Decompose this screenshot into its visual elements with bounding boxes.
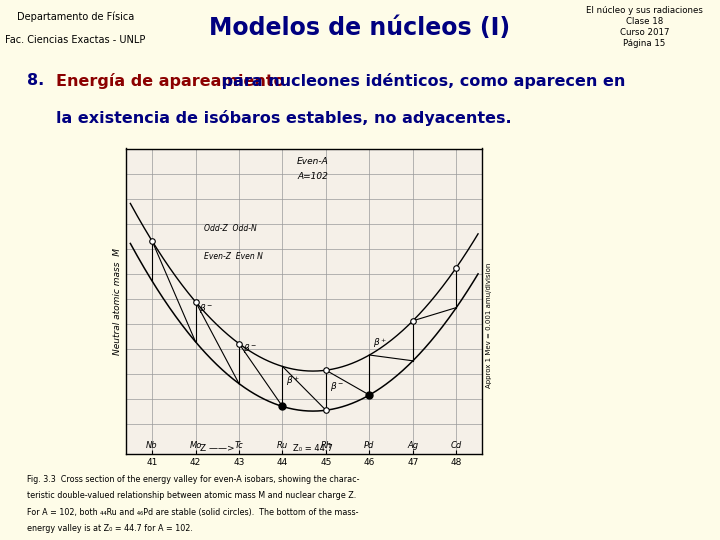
Text: Approx 1 Mev = 0.001 amu/division: Approx 1 Mev = 0.001 amu/division (486, 263, 492, 388)
Text: El núcleo y sus radiaciones: El núcleo y sus radiaciones (586, 5, 703, 15)
Text: Ag: Ag (408, 441, 418, 450)
Text: teristic double-valued relationship between atomic mass M and nuclear charge Z.: teristic double-valued relationship betw… (27, 491, 356, 500)
Y-axis label: Neutral atomic mass  M: Neutral atomic mass M (113, 247, 122, 355)
Text: Even-A: Even-A (297, 157, 329, 165)
Text: $\beta^+$: $\beta^+$ (286, 374, 300, 388)
Text: Mo: Mo (189, 441, 202, 450)
Text: Tc: Tc (235, 441, 243, 450)
Text: $\beta^+$: $\beta^+$ (373, 337, 387, 350)
Text: Departamento de Física: Departamento de Física (17, 11, 134, 22)
Text: Z ——>: Z ——> (200, 444, 235, 453)
Text: $\beta^-$: $\beta^-$ (199, 302, 214, 315)
Text: Fac. Ciencias Exactas - UNLP: Fac. Ciencias Exactas - UNLP (6, 35, 145, 45)
Text: Z₀ = 44.7: Z₀ = 44.7 (293, 444, 333, 453)
Text: $\beta^-$: $\beta^-$ (330, 380, 344, 393)
Text: Clase 18: Clase 18 (626, 17, 663, 25)
Text: 8.: 8. (27, 72, 45, 87)
Text: Modelos de núcleos (I): Modelos de núcleos (I) (210, 16, 510, 40)
Text: Curso 2017: Curso 2017 (620, 28, 669, 37)
Text: Odd-Z  Odd-N: Odd-Z Odd-N (204, 224, 257, 233)
Text: para nucleones idénticos, como aparecen en: para nucleones idénticos, como aparecen … (216, 72, 626, 89)
Text: Ru: Ru (277, 441, 288, 450)
Text: $\beta^-$: $\beta^-$ (243, 342, 257, 355)
Text: Even-Z  Even N: Even-Z Even N (204, 252, 263, 260)
Text: Rh: Rh (320, 441, 331, 450)
Text: la existencia de isóbaros estables, no adyacentes.: la existencia de isóbaros estables, no a… (56, 110, 512, 126)
Text: A=102: A=102 (297, 172, 328, 180)
Text: Fig. 3.3  Cross section of the energy valley for even-A isobars, showing the cha: Fig. 3.3 Cross section of the energy val… (27, 475, 360, 484)
Text: energy valley is at Z₀ = 44.7 for A = 102.: energy valley is at Z₀ = 44.7 for A = 10… (27, 524, 193, 533)
Text: Energía de apareamiento: Energía de apareamiento (56, 72, 285, 89)
Text: Pd: Pd (364, 441, 374, 450)
Text: Cd: Cd (451, 441, 462, 450)
Text: Nb: Nb (146, 441, 158, 450)
Text: Página 15: Página 15 (624, 39, 665, 48)
Text: For A = 102, both ₄₄Ru and ₄₆Pd are stable (solid circles).  The bottom of the m: For A = 102, both ₄₄Ru and ₄₆Pd are stab… (27, 508, 359, 517)
